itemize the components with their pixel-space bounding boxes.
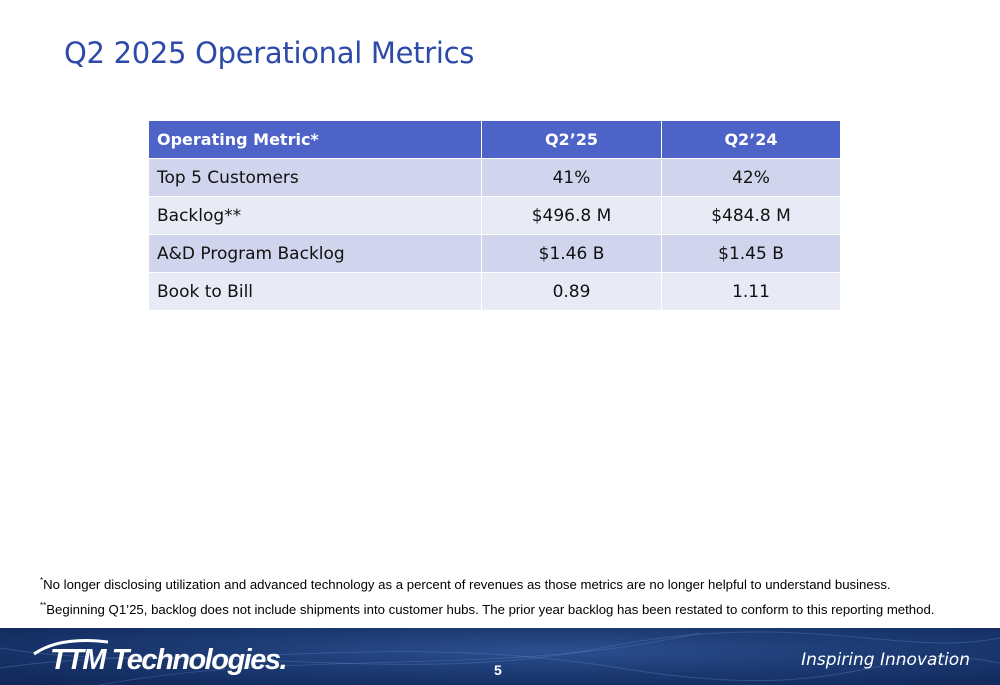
footnote-backlog: **Beginning Q1’25, backlog does not incl… [40,595,934,620]
logo-text: TTM Technologies [50,644,281,676]
metric-name: A&D Program Backlog [148,234,482,273]
metric-value-q2-25: 0.89 [481,272,662,311]
logo-swoosh-icon [33,639,109,656]
metric-name: Top 5 Customers [148,158,482,197]
metric-value-q2-25: $496.8 M [481,196,662,235]
column-header-q2-25: Q2’25 [481,120,662,159]
logo-mark: . [279,644,287,676]
footnotes: *No longer disclosing utilization and ad… [40,570,934,620]
table-row: Book to Bill 0.89 1.11 [148,272,841,311]
page-number: 5 [494,662,502,678]
metric-value-q2-24: 1.11 [661,272,841,311]
metric-name: Backlog** [148,196,482,235]
background-swirl-graphic [0,631,1000,685]
table-row: Top 5 Customers 41% 42% [148,158,841,197]
metric-value-q2-25: $1.46 B [481,234,662,273]
metric-value-q2-24: $484.8 M [661,196,841,235]
page-title: Q2 2025 Operational Metrics [64,36,475,70]
column-header-q2-24: Q2’24 [661,120,841,159]
column-header-metric: Operating Metric* [148,120,482,159]
table-header-row: Operating Metric* Q2’25 Q2’24 [148,120,841,159]
tagline: Inspiring Innovation [801,650,970,670]
metric-value-q2-24: 42% [661,158,841,197]
metric-value-q2-25: 41% [481,158,662,197]
table-row: A&D Program Backlog $1.46 B $1.45 B [148,234,841,273]
footnote-utilization: *No longer disclosing utilization and ad… [40,570,934,595]
table-row: Backlog** $496.8 M $484.8 M [148,196,841,235]
footnote-text: No longer disclosing utilization and adv… [43,577,891,592]
metric-name: Book to Bill [148,272,482,311]
operational-metrics-table: Operating Metric* Q2’25 Q2’24 Top 5 Cust… [148,120,841,311]
footnote-marker: ** [40,601,47,610]
footer-banner: TTM Technologies. 5 Inspiring Innovation [0,628,1000,685]
metric-value-q2-24: $1.45 B [661,234,841,273]
company-logo: TTM Technologies. [50,644,287,677]
footnote-marker: * [40,576,44,585]
footnote-text: Beginning Q1’25, backlog does not includ… [46,602,935,617]
